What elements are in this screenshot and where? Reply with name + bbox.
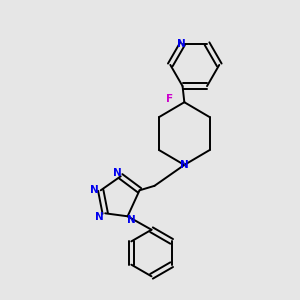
Text: N: N bbox=[177, 39, 185, 49]
Text: F: F bbox=[167, 94, 174, 104]
Text: N: N bbox=[90, 185, 98, 195]
Text: N: N bbox=[127, 215, 136, 225]
Text: N: N bbox=[180, 160, 189, 170]
Text: N: N bbox=[95, 212, 104, 222]
Text: N: N bbox=[113, 168, 122, 178]
